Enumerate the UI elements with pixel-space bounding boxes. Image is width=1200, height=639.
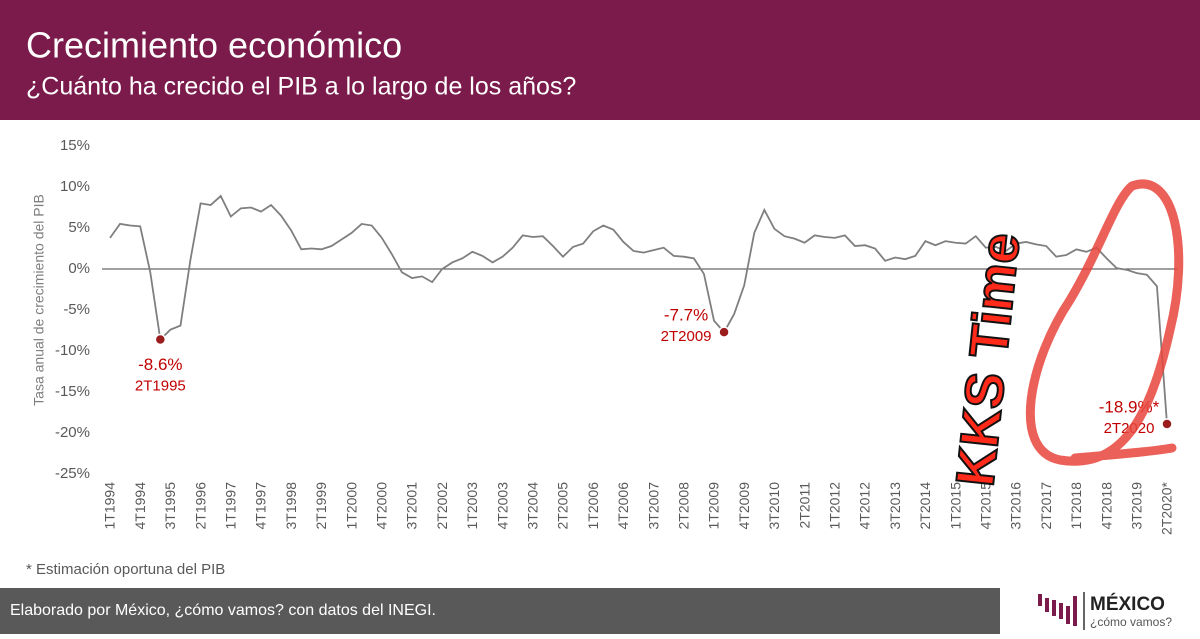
x-tick-label: 1T2006 — [585, 482, 601, 530]
header-band — [0, 0, 1200, 120]
logo-tagline: ¿cómo vamos? — [1090, 615, 1172, 629]
x-tick-label: 4T2006 — [615, 482, 631, 530]
x-tick-label: 1T2015 — [947, 482, 963, 530]
highlight-point — [154, 333, 167, 346]
subtitle: ¿Cuánto ha crecido el PIB a lo largo de … — [26, 73, 576, 101]
x-tick-label: 3T2019 — [1129, 482, 1145, 530]
x-tick-label: 1T2018 — [1068, 482, 1084, 530]
logo-name: MÉXICO — [1090, 593, 1165, 615]
footnote: * Estimación oportuna del PIB — [26, 561, 225, 578]
value-label: -8.6% — [138, 355, 182, 374]
y-tick-label: 15% — [60, 137, 90, 154]
y-tick-label: -20% — [55, 424, 90, 441]
value-sublabel: 2T1995 — [135, 377, 186, 394]
x-tick-label: 3T2001 — [404, 482, 420, 530]
series-line — [109, 194, 1168, 425]
highlight-point — [1161, 418, 1173, 430]
y-tick-label: 5% — [68, 219, 90, 236]
x-tick-label: 3T1998 — [283, 482, 299, 530]
x-tick-label: 2T2017 — [1038, 482, 1054, 530]
highlight-point — [718, 326, 730, 338]
x-tick-label: 3T2013 — [887, 482, 903, 530]
x-tick-label: 4T2003 — [494, 482, 510, 530]
x-tick-label: 1T2003 — [464, 482, 480, 530]
x-tick-label: 4T2018 — [1098, 482, 1114, 530]
x-tick-label: 3T2016 — [1008, 482, 1024, 530]
x-tick-label: 3T2010 — [766, 482, 782, 530]
x-tick-label: 2T2011 — [796, 482, 812, 529]
footer-band — [0, 588, 1000, 634]
x-tick-label: 2T2014 — [917, 482, 933, 530]
x-tick-label: 1T2000 — [343, 482, 359, 530]
title: Crecimiento económico — [26, 25, 402, 66]
y-tick-label: -10% — [55, 342, 90, 359]
y-tick-label: 0% — [68, 260, 90, 277]
value-sublabel: 2T2009 — [661, 328, 712, 345]
x-tick-label: 3T2007 — [645, 482, 661, 530]
y-tick-label: -25% — [55, 465, 90, 482]
x-tick-label: 3T1995 — [162, 482, 178, 530]
overlay-circle — [1025, 179, 1184, 466]
x-tick-label: 1T1994 — [102, 482, 118, 530]
x-tick-label: 4T2009 — [736, 482, 752, 530]
value-label: -7.7% — [664, 306, 708, 325]
y-tick-label: -15% — [55, 383, 90, 400]
x-tick-label: 2T2005 — [555, 482, 571, 530]
x-tick-label: 1T2009 — [706, 482, 722, 530]
x-tick-label: 2T1996 — [192, 482, 208, 530]
x-tick-label: 3T2004 — [525, 482, 541, 530]
logo-bars — [1038, 594, 1077, 626]
footer-source: Elaborado por México, ¿cómo vamos? con d… — [10, 602, 436, 619]
x-tick-label: 2T2008 — [676, 482, 692, 530]
x-tick-label: 2T2002 — [434, 482, 450, 530]
x-tick-label: 1T2012 — [827, 482, 843, 530]
y-tick-label: -5% — [63, 301, 90, 318]
x-tick-label: 2T1999 — [313, 482, 329, 530]
plot: -25% -20% -15% -10% -5% 0% 5% 10% 15% 1T1994 4T199… — [55, 137, 1177, 535]
x-tick-label: 2T2020* — [1159, 481, 1175, 534]
x-tick-label: 4T2015 — [978, 482, 994, 530]
x-tick-label: 4T1997 — [253, 482, 269, 530]
y-axis-label: Tasa anual de crecimiento del PIB — [31, 194, 47, 406]
y-tick-label: 10% — [60, 178, 90, 195]
x-tick-label: 4T2000 — [374, 482, 390, 530]
x-tick-label: 1T1997 — [223, 482, 239, 530]
x-tick-label: 4T2012 — [857, 482, 873, 530]
x-tick-label: 4T1994 — [132, 482, 148, 530]
